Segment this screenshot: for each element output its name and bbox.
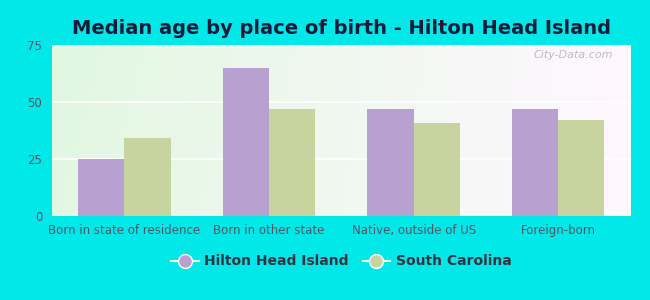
Bar (558, 120, 605, 216)
Bar (223, 68, 269, 216)
Bar (124, 139, 170, 216)
Bar (367, 109, 413, 216)
Legend: Hilton Head Island, South Carolina: Hilton Head Island, South Carolina (165, 249, 517, 274)
Bar (269, 109, 315, 216)
Bar (413, 122, 460, 216)
Bar (78, 159, 124, 216)
Text: City-Data.com: City-Data.com (534, 50, 613, 60)
Bar (512, 109, 558, 216)
Title: Median age by place of birth - Hilton Head Island: Median age by place of birth - Hilton He… (72, 19, 611, 38)
